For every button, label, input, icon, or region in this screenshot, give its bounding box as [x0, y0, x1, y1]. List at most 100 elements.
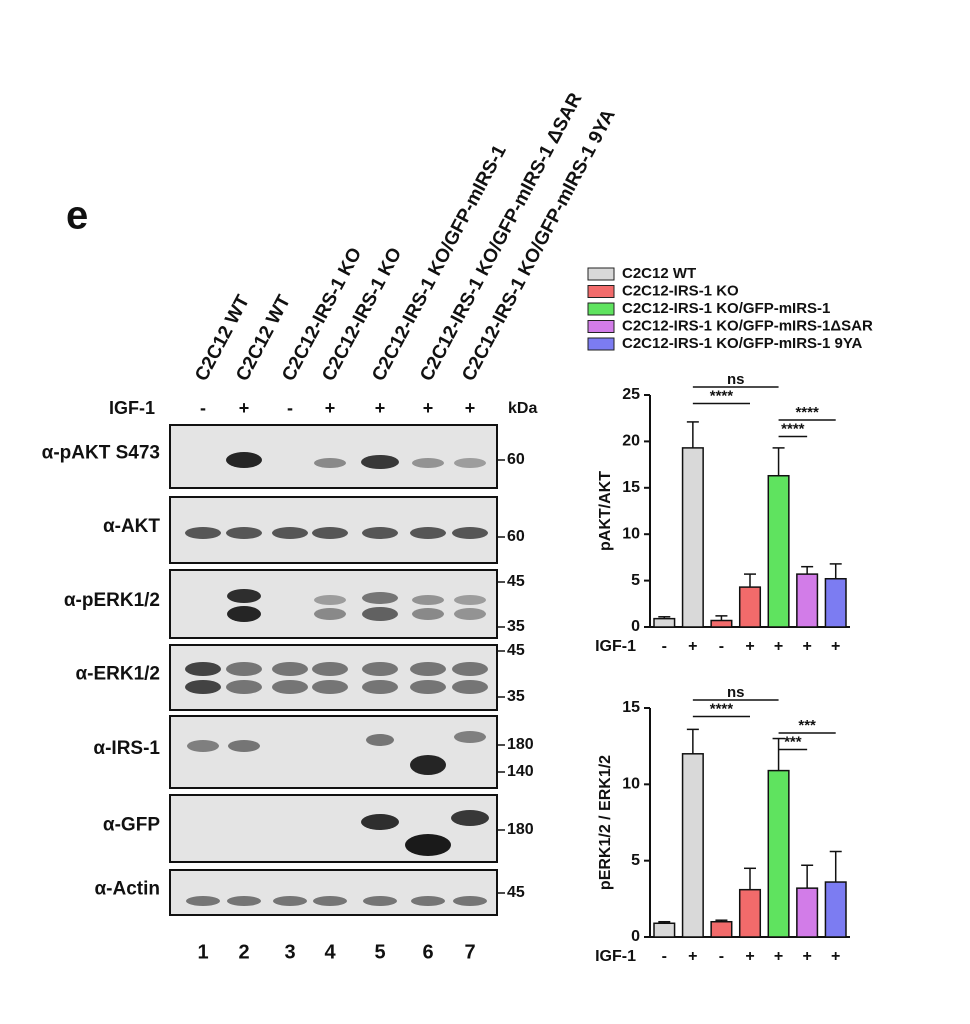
- blot-band: [228, 740, 260, 752]
- marker-label: 60: [507, 451, 525, 468]
- y-axis-label: pAKT/AKT: [597, 471, 614, 551]
- significance-label: ***: [784, 733, 802, 750]
- marker-label: 35: [507, 688, 525, 705]
- x-tick-label: -: [662, 948, 667, 965]
- blot-panel: [169, 424, 498, 489]
- bar: [738, 586, 762, 628]
- legend-label: C2C12-IRS-1 KO/GFP-mIRS-1 9YA: [622, 335, 863, 352]
- row-label: α-AKT: [103, 516, 160, 537]
- x-axis-label: IGF-1: [595, 948, 636, 965]
- significance-label: ns: [727, 371, 745, 388]
- blot-band: [410, 662, 446, 676]
- x-tick-label: +: [831, 638, 840, 655]
- blot-band: [412, 458, 444, 468]
- marker-label: 35: [507, 618, 525, 635]
- blot-band: [454, 608, 486, 620]
- bar: [653, 922, 676, 938]
- blot-panel: [169, 794, 498, 863]
- y-tick-label: 15: [622, 699, 640, 716]
- blot-band: [226, 680, 262, 694]
- y-tick-label: 10: [622, 525, 640, 542]
- y-tick-label: 5: [631, 852, 640, 869]
- blot-band: [314, 458, 346, 468]
- blot-band: [227, 589, 261, 603]
- y-axis-label: pERK1/2 / ERK1/2: [597, 755, 614, 890]
- blot-band: [410, 755, 446, 775]
- lane-number: 1: [197, 941, 208, 963]
- blot-band: [453, 896, 487, 906]
- bar: [824, 881, 847, 938]
- marker-label: 45: [507, 884, 525, 901]
- y-tick-label: 15: [622, 479, 640, 496]
- significance-label: ****: [795, 404, 819, 421]
- marker-label: 180: [507, 736, 534, 753]
- y-tick-label: 0: [631, 618, 640, 635]
- blot-band: [362, 662, 398, 676]
- marker-label: 45: [507, 573, 525, 590]
- blot-band: [185, 680, 221, 694]
- bar: [824, 577, 847, 628]
- marker-label: 60: [507, 528, 525, 545]
- legend-swatch: [587, 302, 615, 316]
- treatment-label: IGF-1: [109, 398, 155, 418]
- blot-band: [361, 455, 399, 469]
- x-axis-label: IGF-1: [595, 638, 636, 655]
- blot-band: [272, 662, 308, 676]
- lane-number: 4: [324, 941, 336, 963]
- significance-label: ns: [727, 684, 745, 701]
- blot-band: [405, 834, 451, 856]
- y-tick-label: 0: [631, 928, 640, 945]
- significance-label: ***: [798, 717, 816, 734]
- bar: [767, 769, 790, 938]
- x-tick-label: -: [719, 948, 724, 965]
- row-label: α-IRS-1: [93, 738, 160, 759]
- x-tick-label: +: [688, 638, 697, 655]
- blot-band: [227, 606, 261, 622]
- blot-band: [362, 527, 398, 539]
- bar: [767, 474, 790, 628]
- legend-label: C2C12 WT: [622, 265, 696, 282]
- blot-band: [273, 896, 307, 906]
- blot-panel: [169, 715, 498, 789]
- bar: [796, 573, 819, 628]
- x-tick-label: +: [745, 638, 754, 655]
- y-tick-label: 5: [631, 572, 640, 589]
- significance-label: ****: [710, 387, 734, 404]
- blot-panel: [169, 569, 498, 639]
- legend-swatch: [587, 337, 615, 351]
- y-tick-label: 10: [622, 776, 640, 793]
- row-label: α-pERK1/2: [64, 590, 160, 611]
- y-tick-label: 25: [622, 386, 640, 403]
- blot-panel: [169, 869, 498, 916]
- x-tick-label: +: [831, 948, 840, 965]
- blot-band: [362, 607, 398, 621]
- blot-band: [272, 680, 308, 694]
- treatment-sign: +: [325, 398, 336, 418]
- marker-label: 45: [507, 642, 525, 659]
- blot-band: [366, 734, 394, 746]
- legend-swatch: [587, 320, 615, 333]
- blot-band: [452, 527, 488, 539]
- panel-label: e: [66, 194, 88, 238]
- lane-number: 2: [238, 941, 249, 963]
- blot-band: [411, 896, 445, 906]
- bar: [653, 617, 676, 628]
- x-tick-label: +: [802, 638, 811, 655]
- blot-band: [451, 810, 489, 826]
- treatment-sign: +: [465, 398, 476, 418]
- blot-band: [312, 662, 348, 676]
- treatment-sign: -: [200, 398, 206, 418]
- x-tick-label: +: [774, 638, 783, 655]
- blot-band: [454, 731, 486, 743]
- bar: [738, 888, 762, 938]
- lane-number: 3: [284, 941, 295, 963]
- blot-band: [226, 527, 262, 539]
- blot-band: [314, 595, 346, 605]
- blot-band: [272, 527, 308, 539]
- blot-band: [410, 527, 446, 539]
- lane-number: 7: [464, 941, 475, 963]
- blot-band: [362, 592, 398, 604]
- blot-band: [226, 452, 262, 468]
- blot-band: [452, 662, 488, 676]
